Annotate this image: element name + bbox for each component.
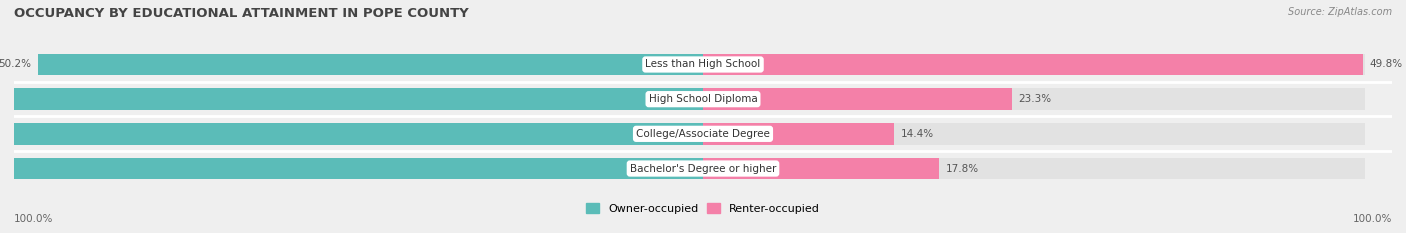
Legend: Owner-occupied, Renter-occupied: Owner-occupied, Renter-occupied bbox=[581, 199, 825, 218]
Text: 17.8%: 17.8% bbox=[945, 164, 979, 174]
Bar bbox=[38, 54, 703, 75]
Bar bbox=[0, 158, 703, 179]
Bar bbox=[0, 88, 703, 110]
Text: 50.2%: 50.2% bbox=[0, 59, 31, 69]
Text: 100.0%: 100.0% bbox=[14, 214, 53, 224]
Text: Bachelor's Degree or higher: Bachelor's Degree or higher bbox=[630, 164, 776, 174]
Text: College/Associate Degree: College/Associate Degree bbox=[636, 129, 770, 139]
Text: 14.4%: 14.4% bbox=[900, 129, 934, 139]
Bar bbox=[703, 88, 1012, 110]
Bar bbox=[41, 88, 1365, 110]
Bar bbox=[703, 158, 939, 179]
Bar bbox=[41, 54, 1365, 75]
Text: OCCUPANCY BY EDUCATIONAL ATTAINMENT IN POPE COUNTY: OCCUPANCY BY EDUCATIONAL ATTAINMENT IN P… bbox=[14, 7, 468, 20]
Text: 100.0%: 100.0% bbox=[1353, 214, 1392, 224]
Bar bbox=[41, 158, 1365, 179]
Bar bbox=[41, 123, 1365, 145]
Text: Source: ZipAtlas.com: Source: ZipAtlas.com bbox=[1288, 7, 1392, 17]
Text: 49.8%: 49.8% bbox=[1369, 59, 1403, 69]
Bar bbox=[703, 54, 1362, 75]
Bar bbox=[0, 123, 703, 145]
Text: 23.3%: 23.3% bbox=[1018, 94, 1052, 104]
Text: High School Diploma: High School Diploma bbox=[648, 94, 758, 104]
Bar bbox=[703, 123, 894, 145]
Text: Less than High School: Less than High School bbox=[645, 59, 761, 69]
